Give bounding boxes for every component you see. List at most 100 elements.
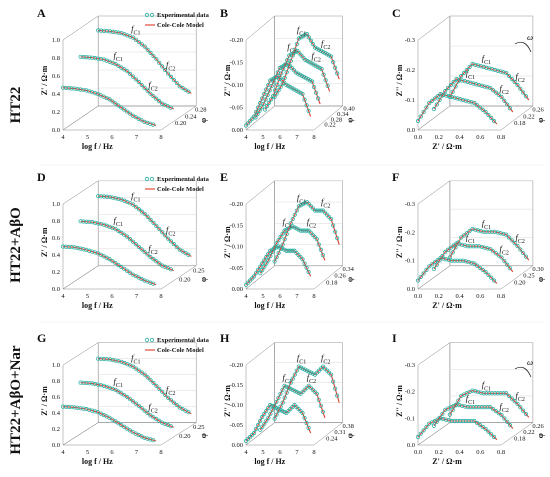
data-point xyxy=(523,411,529,417)
panel-D: D 0.0 0.2 0.4 0.6 0.8 1.0 4 5 6 7 8 0.200.25 log f / … xyxy=(37,170,210,310)
fc1-label: fC1 xyxy=(297,192,306,205)
data-point xyxy=(300,91,305,97)
z-tick-label: 0.34 xyxy=(343,266,355,273)
data-point xyxy=(256,267,261,272)
fc1-subscript: C1 xyxy=(133,198,140,204)
data-point xyxy=(484,391,489,396)
y-tick-label: 0.4 xyxy=(52,252,61,259)
data-point xyxy=(456,240,461,245)
data-point xyxy=(507,106,513,111)
data-point xyxy=(258,427,263,432)
data-point xyxy=(475,228,481,233)
data-point xyxy=(260,261,265,266)
fc1-label: fC1 xyxy=(482,218,491,231)
data-point xyxy=(450,89,455,94)
data-point xyxy=(151,257,156,262)
x-tick-label: 4 xyxy=(244,449,248,456)
data-point xyxy=(292,225,297,230)
data-point xyxy=(463,98,468,103)
data-point xyxy=(312,208,318,213)
data-point xyxy=(78,87,83,92)
data-point xyxy=(284,384,289,389)
data-point xyxy=(418,274,423,280)
y-tick-label: -0.3 xyxy=(405,362,415,369)
back-wall xyxy=(449,15,534,107)
data-point xyxy=(474,244,479,249)
z-tick-label: 0.22 xyxy=(523,113,534,120)
data-point xyxy=(487,229,492,234)
data-point xyxy=(415,118,421,124)
data-point xyxy=(255,112,260,117)
data-point xyxy=(292,212,297,217)
y-axis-label: Z'' / Ω·m xyxy=(395,226,404,258)
y-tick-label: -0.1 xyxy=(405,415,415,422)
data-point xyxy=(142,44,147,49)
x-tick-label: 7 xyxy=(295,449,299,456)
data-point xyxy=(306,108,311,113)
x-tick-label: 6 xyxy=(278,449,282,456)
z-tick-label: 0.28 xyxy=(195,106,206,113)
data-point xyxy=(485,405,490,410)
data-point xyxy=(468,405,473,410)
y-tick-label: 0.8 xyxy=(52,378,60,385)
data-point xyxy=(290,387,295,392)
data-point xyxy=(136,207,142,212)
data-point xyxy=(316,397,321,402)
legend-marker-exp xyxy=(149,337,155,343)
data-point xyxy=(286,226,291,231)
data-point xyxy=(471,81,476,86)
data-point xyxy=(154,416,159,422)
floor xyxy=(245,422,344,446)
data-point xyxy=(262,411,267,417)
data-point xyxy=(306,269,311,275)
data-point xyxy=(145,47,150,52)
data-point xyxy=(483,269,488,275)
data-point xyxy=(496,92,501,97)
fc1-label: fC1 xyxy=(466,68,475,81)
data-point xyxy=(157,261,162,266)
x-tick-label: 5 xyxy=(86,293,89,300)
model-curve xyxy=(417,257,498,284)
data-point xyxy=(462,79,468,84)
data-point xyxy=(148,254,153,260)
model-curve xyxy=(98,358,192,415)
y-axis-label: Z'' / Ω·m xyxy=(395,64,404,96)
fc2-subscript: C2 xyxy=(502,90,509,96)
data-point xyxy=(274,91,279,96)
x-axis-label: log f / Hz xyxy=(254,142,285,151)
data-point xyxy=(472,100,477,106)
data-point xyxy=(251,430,257,436)
x-tick-label: 4 xyxy=(244,134,248,141)
data-point xyxy=(331,223,336,228)
data-point xyxy=(304,368,309,373)
x-tick-label: 0.4 xyxy=(455,449,464,456)
data-point xyxy=(151,281,156,286)
data-point xyxy=(465,405,470,410)
z-axis-label: φ xyxy=(536,433,545,438)
data-point xyxy=(60,404,66,409)
data-point xyxy=(276,238,281,243)
fc1-subscript: C1 xyxy=(299,32,306,38)
data-point xyxy=(107,97,112,102)
x-tick-label: 6 xyxy=(278,134,282,141)
floor xyxy=(62,422,198,446)
data-point xyxy=(290,224,295,229)
z-tick-label: 0.22 xyxy=(523,429,534,436)
data-point xyxy=(160,64,165,69)
data-point xyxy=(116,103,121,108)
data-point xyxy=(435,94,440,99)
fc1-label: fC1 xyxy=(131,24,140,37)
data-point xyxy=(264,104,270,109)
data-point xyxy=(451,79,456,85)
side-wall xyxy=(62,15,99,131)
data-point xyxy=(302,367,307,372)
data-point xyxy=(124,268,130,273)
data-point xyxy=(308,370,314,375)
x-axis-label: log f / Hz xyxy=(82,457,113,466)
x-tick-label: 0.6 xyxy=(476,293,485,300)
data-point xyxy=(475,389,481,395)
y-tick-label: 0.2 xyxy=(52,426,60,433)
data-point xyxy=(475,263,480,268)
y-tick-label: 0.0 xyxy=(52,286,60,293)
x-tick-label: 0.4 xyxy=(455,293,464,300)
